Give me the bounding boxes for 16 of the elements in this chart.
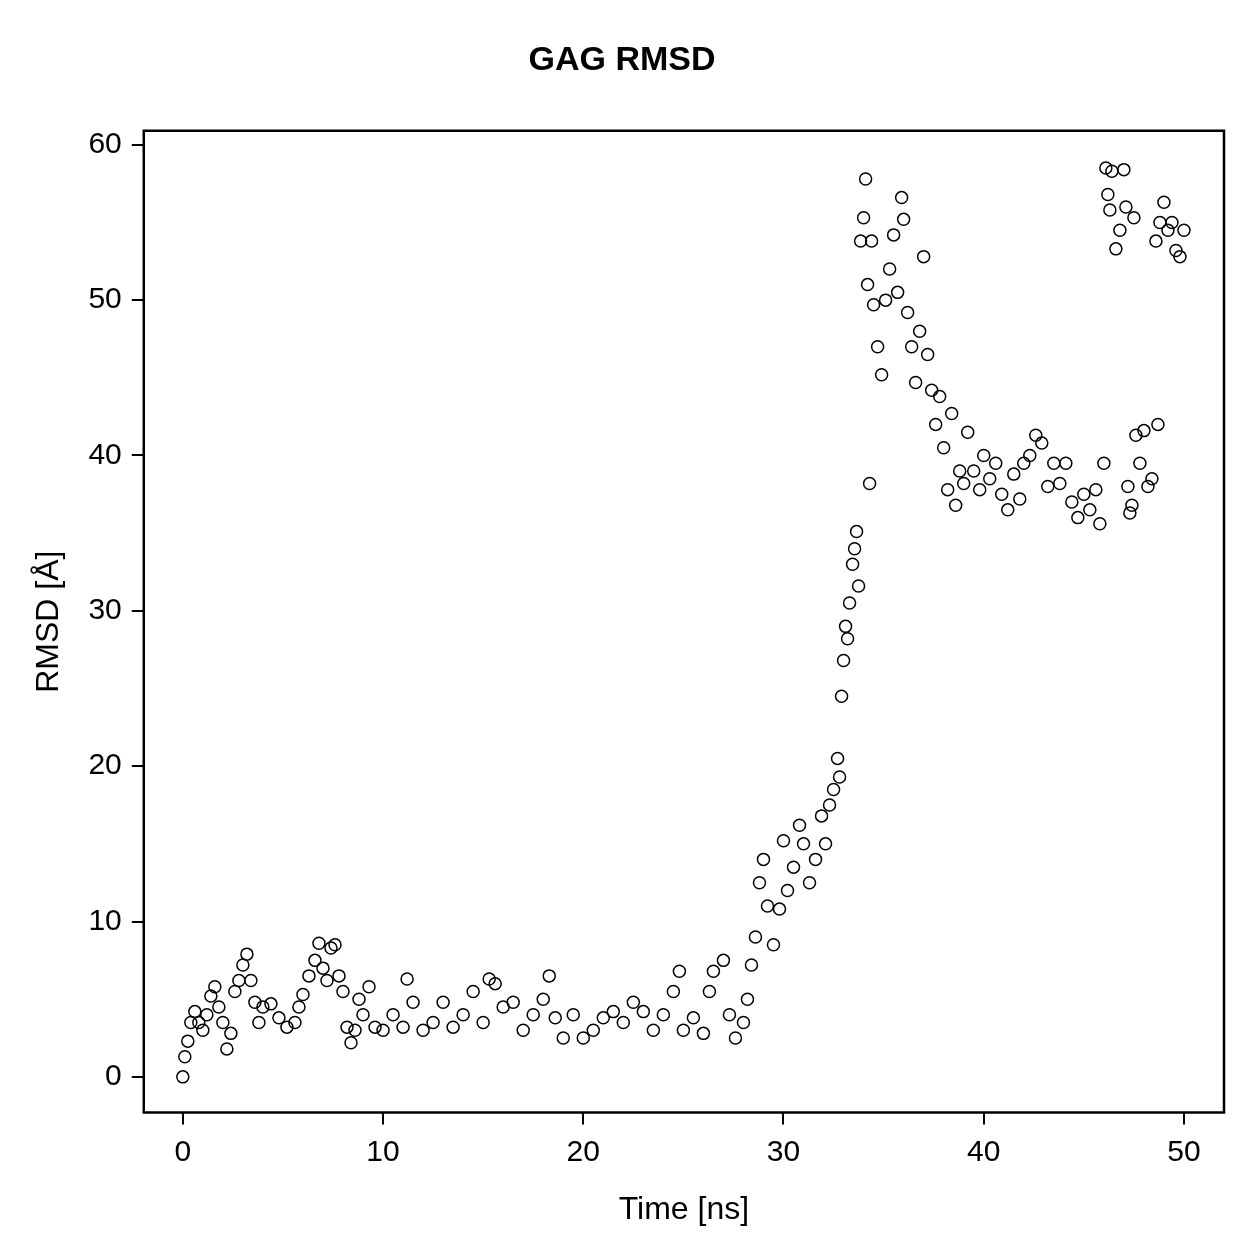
- x-tick-label: 40: [967, 1133, 1001, 1167]
- x-axis-title: Time [ns]: [618, 1189, 750, 1226]
- y-tick-label: 50: [88, 281, 122, 315]
- x-tick-label: 10: [366, 1133, 400, 1167]
- x-tick-label: 50: [1167, 1133, 1201, 1167]
- y-tick-label: 60: [88, 126, 122, 160]
- x-tick-label: 30: [766, 1133, 801, 1167]
- x-tick-label: 0: [174, 1133, 192, 1167]
- y-tick-label: 0: [105, 1058, 122, 1092]
- y-tick-label: 40: [88, 436, 122, 470]
- x-tick-label: 20: [566, 1133, 600, 1167]
- y-tick-label: 10: [88, 902, 122, 936]
- chart-title: GAG RMSD: [528, 38, 716, 77]
- y-axis-title: RMSD [Å]: [29, 550, 66, 693]
- y-tick-label: 20: [88, 747, 122, 781]
- y-tick-label: 30: [88, 592, 122, 626]
